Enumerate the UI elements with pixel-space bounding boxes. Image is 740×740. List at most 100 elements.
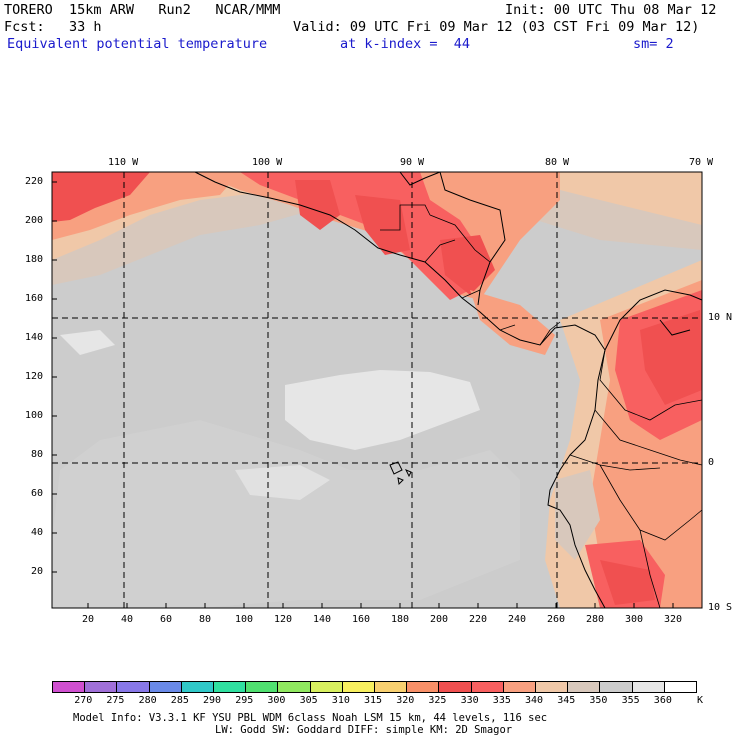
lon-label-100w: 100 W bbox=[252, 157, 283, 168]
colorbar-cell bbox=[309, 681, 343, 693]
physics-info: LW: Godd SW: Goddard DIFF: simple KM: 2D… bbox=[215, 724, 513, 736]
valid-time: Valid: 09 UTC Fri 09 Mar 12 (03 CST Fri … bbox=[293, 19, 700, 35]
x-tick-label: 260 bbox=[547, 614, 566, 625]
model-info: Model Info: V3.3.1 KF YSU PBL WDM 6class… bbox=[73, 712, 548, 724]
colorbar-cell bbox=[213, 681, 247, 693]
colorbar-label: 305 bbox=[299, 695, 318, 706]
colorbar-label: 315 bbox=[364, 695, 383, 706]
y-tick-label: 220 bbox=[25, 176, 44, 187]
colorbar-cell bbox=[599, 681, 633, 693]
shade-340-panama bbox=[470, 290, 555, 355]
shade-330-isthmus-c bbox=[440, 235, 495, 295]
colorbar-cell bbox=[277, 681, 311, 693]
y-tick-label: 140 bbox=[25, 332, 44, 343]
y-tick-label: 20 bbox=[31, 566, 44, 577]
colorbar-label: 345 bbox=[557, 695, 576, 706]
colorbar-label: 360 bbox=[653, 695, 672, 706]
colorbar-unit: K bbox=[697, 695, 704, 706]
x-tick-label: 300 bbox=[625, 614, 644, 625]
smoothing-value: sm= 2 bbox=[633, 36, 674, 52]
colorbar-cell bbox=[631, 681, 665, 693]
model-title: TORERO 15km ARW Run2 NCAR/MMM bbox=[4, 2, 281, 18]
colorbar-cell bbox=[470, 681, 504, 693]
shade-330-northwest bbox=[52, 172, 150, 222]
colorbar-cell bbox=[341, 681, 375, 693]
colorbar-label: 280 bbox=[138, 695, 157, 706]
colorbar-label: 300 bbox=[267, 695, 286, 706]
y-tick-label: 80 bbox=[31, 449, 44, 460]
shade-330-isthmus-a bbox=[295, 180, 340, 230]
y-tick-label: 200 bbox=[25, 215, 44, 226]
national-borders bbox=[380, 204, 703, 609]
x-tick-label: 140 bbox=[313, 614, 332, 625]
colorbar-label: 340 bbox=[525, 695, 544, 706]
x-tick-label: 320 bbox=[664, 614, 683, 625]
y-tick-label: 60 bbox=[31, 488, 44, 499]
shade-355-pacific-west bbox=[60, 330, 115, 355]
x-tick-label: 220 bbox=[469, 614, 488, 625]
lat-label-10s: 10 S bbox=[708, 602, 733, 613]
level-index: at k-index = 44 bbox=[340, 36, 471, 52]
shade-355-pacific-south bbox=[235, 465, 330, 500]
colorbar-label: 355 bbox=[621, 695, 640, 706]
colorbar-cell bbox=[84, 681, 118, 693]
shade-330-peru bbox=[600, 560, 655, 605]
colorbar-cell bbox=[374, 681, 408, 693]
shade-355-pacific-center bbox=[285, 370, 480, 450]
y-tick-label: 40 bbox=[31, 527, 44, 538]
colorbar-label: 320 bbox=[396, 695, 415, 706]
lon-label-80w: 80 W bbox=[545, 157, 570, 168]
x-tick-label: 20 bbox=[82, 614, 95, 625]
x-tick-label: 60 bbox=[160, 614, 173, 625]
field-name: Equivalent potential temperature bbox=[7, 36, 268, 52]
colorbar-label: 335 bbox=[492, 695, 511, 706]
init-time: Init: 00 UTC Thu 08 Mar 12 bbox=[505, 2, 717, 18]
lat-label-10n: 10 N bbox=[708, 312, 733, 323]
lon-label-110w: 110 W bbox=[108, 157, 139, 168]
shade-335-central-america bbox=[240, 172, 480, 300]
y-tick-label: 160 bbox=[25, 293, 44, 304]
colorbar-cell bbox=[567, 681, 601, 693]
x-tick-label: 160 bbox=[352, 614, 371, 625]
colorbar-cell bbox=[535, 681, 569, 693]
shade-350-ecuador bbox=[555, 470, 600, 560]
x-tick-label: 120 bbox=[274, 614, 293, 625]
colorbar-label: 325 bbox=[428, 695, 447, 706]
x-tick-label: 280 bbox=[586, 614, 605, 625]
lon-label-90w: 90 W bbox=[400, 157, 425, 168]
forecast-hour: Fcst: 33 h bbox=[4, 19, 102, 35]
y-tick-label: 120 bbox=[25, 371, 44, 382]
x-tick-label: 180 bbox=[391, 614, 410, 625]
colorbar-label: 330 bbox=[460, 695, 479, 706]
lat-label-equator: 0 bbox=[708, 457, 715, 468]
shade-330-isthmus-b bbox=[355, 195, 410, 255]
y-tick-label: 180 bbox=[25, 254, 44, 265]
colorbar-label: 350 bbox=[589, 695, 608, 706]
x-tick-label: 80 bbox=[199, 614, 212, 625]
colorbar-label: 270 bbox=[74, 695, 93, 706]
graticule bbox=[52, 172, 702, 608]
colorbar-cell bbox=[116, 681, 150, 693]
x-tick-label: 100 bbox=[235, 614, 254, 625]
y-tick-label: 100 bbox=[25, 410, 44, 421]
x-tick-label: 40 bbox=[121, 614, 134, 625]
shade-330-colombia bbox=[640, 310, 702, 405]
x-tick-label: 200 bbox=[430, 614, 449, 625]
colorbar-label: 295 bbox=[235, 695, 254, 706]
colorbar-cell bbox=[406, 681, 440, 693]
colorbar-cell bbox=[180, 681, 214, 693]
colorbar-cell bbox=[245, 681, 279, 693]
colorbar-cell bbox=[663, 681, 697, 693]
x-tick-label: 240 bbox=[508, 614, 527, 625]
colorbar-cell bbox=[52, 681, 86, 693]
colorbar-label: 285 bbox=[170, 695, 189, 706]
axis-ticks bbox=[52, 181, 674, 608]
coastlines bbox=[194, 171, 703, 609]
colorbar-label: 310 bbox=[331, 695, 350, 706]
lon-label-70w: 70 W bbox=[689, 157, 714, 168]
colorbar-label: 290 bbox=[203, 695, 222, 706]
shade-352-pacific-south bbox=[52, 420, 520, 608]
map-frame bbox=[51, 171, 703, 609]
colorbar-cell bbox=[438, 681, 472, 693]
